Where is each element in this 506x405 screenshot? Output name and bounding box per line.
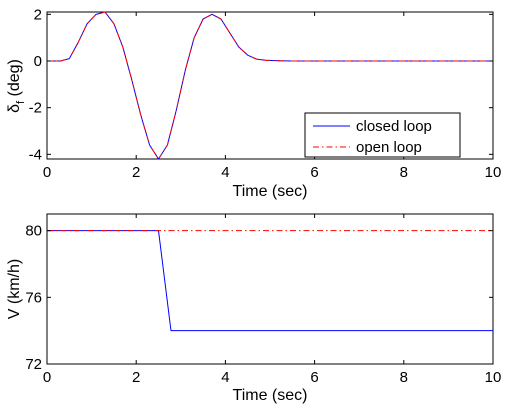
steering-angle-unit: (deg) <box>6 59 23 101</box>
steering-angle-x-tick-label: 2 <box>132 164 140 181</box>
velocity-y-tick-label: 80 <box>25 223 42 240</box>
steering-angle-series <box>47 11 493 160</box>
velocity-plot: 0 2 4 6 8 10 80 76 72 Time (sec) V (km/h) <box>6 213 501 404</box>
steering-angle-x-axis-label: Time (sec) <box>233 183 308 200</box>
legend: closed loop open loop <box>304 112 461 158</box>
steering-angle-y-tick-label: -2 <box>29 100 42 117</box>
steering-angle-subscript: f <box>15 100 27 104</box>
velocity-x-axis-label: Time (sec) <box>233 387 308 404</box>
steering-angle-y-tick-label: 2 <box>34 6 42 23</box>
steering-angle-symbol: δ <box>6 104 23 113</box>
steering-angle-y-axis-label: δf (deg) <box>6 59 27 113</box>
steering-angle-plot: 0 2 4 6 8 10 2 0 -2 -4 Time (sec) δf (deg) closed… <box>6 6 501 200</box>
velocity-ticks: 0 2 4 6 8 10 80 76 72 <box>25 214 501 386</box>
velocity-x-tick-label: 4 <box>221 369 229 386</box>
steering-angle-x-tick-label: 8 <box>400 164 408 181</box>
velocity-x-tick-label: 8 <box>400 369 408 386</box>
legend-box <box>304 112 461 158</box>
velocity-x-tick-label: 10 <box>485 369 502 386</box>
velocity-y-tick-label: 76 <box>25 289 42 306</box>
steering-angle-y-tick-label: 0 <box>34 53 42 70</box>
steering-angle-series-line-open-loop <box>47 11 493 160</box>
legend-label-closed-loop: closed loop <box>356 118 432 135</box>
steering-angle-x-tick-label: 4 <box>221 164 229 181</box>
steering-angle-y-tick-label: -4 <box>29 146 42 163</box>
legend-label-open-loop: open loop <box>356 139 422 156</box>
velocity-x-tick-label: 0 <box>43 369 51 386</box>
plot-area-velocity <box>46 213 494 365</box>
steering-angle-x-tick-label: 0 <box>43 164 51 181</box>
steering-angle-ticks: 0 2 4 6 8 10 2 0 -2 -4 <box>29 6 502 181</box>
steering-angle-x-tick-label: 6 <box>310 164 318 181</box>
velocity-x-tick-label: 6 <box>310 369 318 386</box>
velocity-y-axis-label: V (km/h) <box>6 259 23 319</box>
velocity-series <box>47 230 493 332</box>
steering-angle-x-tick-label: 10 <box>485 164 502 181</box>
velocity-x-tick-label: 2 <box>132 369 140 386</box>
velocity-y-tick-label: 72 <box>25 356 42 373</box>
